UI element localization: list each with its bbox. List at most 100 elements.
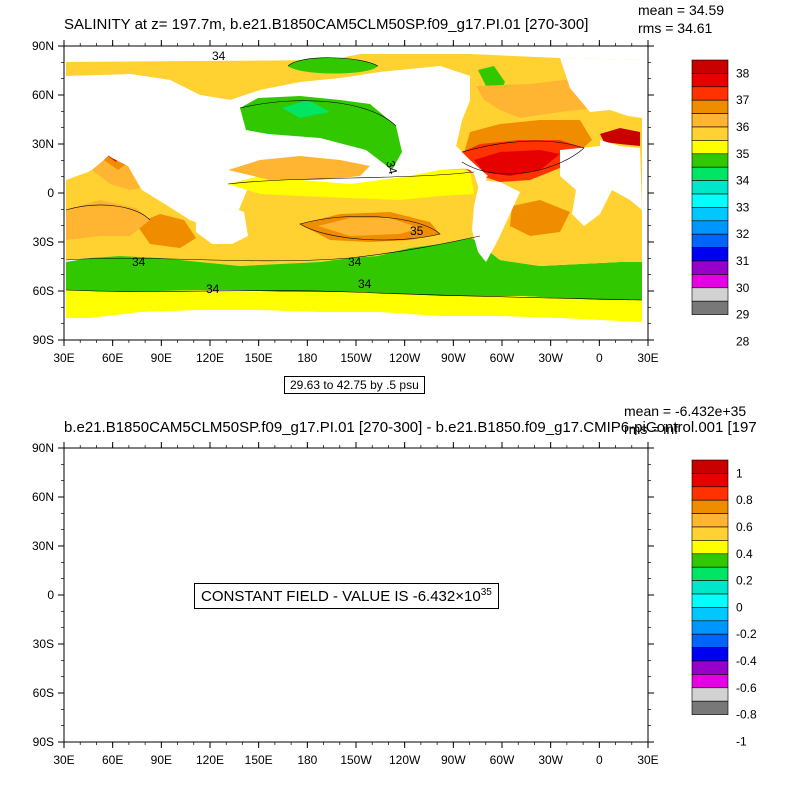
colorbar-box xyxy=(691,233,729,248)
colorbar-box xyxy=(691,247,729,262)
contour-label: 34 xyxy=(383,159,400,176)
south-atlantic-salinity-max xyxy=(510,200,570,236)
lon-tick-label: 90E xyxy=(151,351,172,365)
colorbar-label: 0.8 xyxy=(736,493,753,507)
constant-field-text: CONSTANT FIELD - VALUE IS -6.432×10 xyxy=(201,588,481,605)
colorbar-box xyxy=(691,140,729,155)
colorbar-box xyxy=(691,300,729,315)
colorbar-label: 28 xyxy=(736,334,750,348)
lon-tick-label: 60W xyxy=(490,753,515,767)
colorbar-box xyxy=(691,153,729,168)
panel-2-mean: mean = -6.432e+35 xyxy=(624,403,746,419)
africa-east xyxy=(600,140,642,210)
panel-2-rms: rms = inf xyxy=(624,421,678,437)
arctic-edge xyxy=(66,46,646,56)
colorbar-box xyxy=(691,593,729,608)
colorbar-box xyxy=(691,540,729,555)
contour-labels: 34 34 35 34 34 34 34 xyxy=(132,49,424,296)
colorbar-box xyxy=(691,486,729,501)
panel-1-rms: rms = 34.61 xyxy=(638,20,713,36)
lat-tick-label: 60S xyxy=(33,686,54,700)
panel-1-salinity-map: SALINITY at z= 197.7m, b.e21.B1850CAM5CL… xyxy=(32,2,724,365)
colorbar-box xyxy=(691,287,729,302)
colorbar-box xyxy=(691,166,729,181)
colorbar-box xyxy=(691,260,729,275)
colorbar-box xyxy=(691,660,729,675)
colorbar-box xyxy=(691,526,729,541)
lon-tick-label: 150W xyxy=(340,753,372,767)
panel-1-colorbar: 38 37 36 35 34 33 32 31 30 29 28 xyxy=(691,59,750,348)
lat-tick-label: 30N xyxy=(32,539,54,553)
contour-label: 34 xyxy=(206,282,220,296)
lon-tick-label: 0 xyxy=(596,351,603,365)
lat-tick-label: 60N xyxy=(32,490,54,504)
lon-tick-label: 30W xyxy=(538,351,563,365)
colorbar-box xyxy=(691,73,729,88)
colorbar-label: 38 xyxy=(736,66,750,80)
lon-tick-label: 120E xyxy=(196,753,224,767)
colorbar-box xyxy=(691,566,729,581)
contour-label: 35 xyxy=(410,224,424,238)
lon-tick-label: 120E xyxy=(196,351,224,365)
colorbar-box xyxy=(691,126,729,141)
colorbar-label: 33 xyxy=(736,200,750,214)
lon-tick-label: 30E xyxy=(637,753,658,767)
colorbar-box xyxy=(691,473,729,488)
panel-2-axis-ticks: 30E 60E 90E 120E 150E 180 150W 120W 90W 60W 30W 0 30… xyxy=(32,441,659,767)
lon-tick-label: 90E xyxy=(151,753,172,767)
colorbar-label: -1 xyxy=(736,734,747,748)
colorbar-box xyxy=(691,86,729,101)
constant-field-message: CONSTANT FIELD - VALUE IS -6.432×1035 xyxy=(194,583,499,609)
southern-ocean-band xyxy=(66,238,642,300)
lon-tick-label: 60E xyxy=(102,753,123,767)
colorbar-box xyxy=(691,513,729,528)
panel-1-title: SALINITY at z= 197.7m, b.e21.B1850CAM5CL… xyxy=(64,16,588,33)
lon-tick-label: 90W xyxy=(441,351,466,365)
colorbar-label: 0 xyxy=(736,600,743,614)
colorbar-label: 0.6 xyxy=(736,520,753,534)
colorbar-label: 37 xyxy=(736,93,750,107)
colorbar-box xyxy=(691,113,729,128)
lon-tick-label: 30E xyxy=(637,351,658,365)
colorbar-box xyxy=(691,459,729,474)
colorbar-label: -0.4 xyxy=(736,654,757,668)
lon-tick-label: 30E xyxy=(53,753,74,767)
africa xyxy=(560,146,612,226)
south-america xyxy=(472,180,520,262)
land-masses xyxy=(64,46,646,340)
contour-label: 34 xyxy=(132,255,146,269)
maritime-continent xyxy=(170,176,206,194)
lat-tick-label: 30S xyxy=(33,235,54,249)
arctic-fresh-patch xyxy=(288,57,378,74)
colorbar-box xyxy=(691,633,729,648)
lat-tick-label: 60S xyxy=(33,284,54,298)
salinity-field xyxy=(64,46,648,340)
colorbar-box xyxy=(691,620,729,635)
contour-interval-note: 29.63 to 42.75 by .5 psu xyxy=(284,376,425,394)
colorbar-box xyxy=(691,274,729,289)
colorbar-box xyxy=(691,59,729,74)
lat-tick-label: 0 xyxy=(47,588,54,602)
colorbar-box xyxy=(691,193,729,208)
colorbar-box xyxy=(691,99,729,114)
colorbar-label: 35 xyxy=(736,147,750,161)
north-america xyxy=(380,66,488,180)
colorbar-label: 32 xyxy=(736,227,750,241)
equatorial-band xyxy=(228,170,474,200)
lat-tick-label: 90N xyxy=(32,39,54,53)
lat-tick-label: 30N xyxy=(32,137,54,151)
colorbar-label: -0.6 xyxy=(736,681,757,695)
lat-tick-label: 0 xyxy=(47,186,54,200)
lon-tick-label: 120W xyxy=(389,351,421,365)
lat-tick-label: 60N xyxy=(32,88,54,102)
colorbar-box xyxy=(691,700,729,715)
colorbar-label: 30 xyxy=(736,281,750,295)
colorbar-box xyxy=(691,607,729,622)
contour-label: 34 xyxy=(212,49,226,63)
lat-tick-label: 90S xyxy=(33,333,54,347)
colorbar-box xyxy=(691,580,729,595)
eurasia xyxy=(66,74,238,168)
lon-tick-label: 150W xyxy=(340,351,372,365)
lon-tick-label: 0 xyxy=(596,753,603,767)
lat-tick-label: 90S xyxy=(33,735,54,749)
